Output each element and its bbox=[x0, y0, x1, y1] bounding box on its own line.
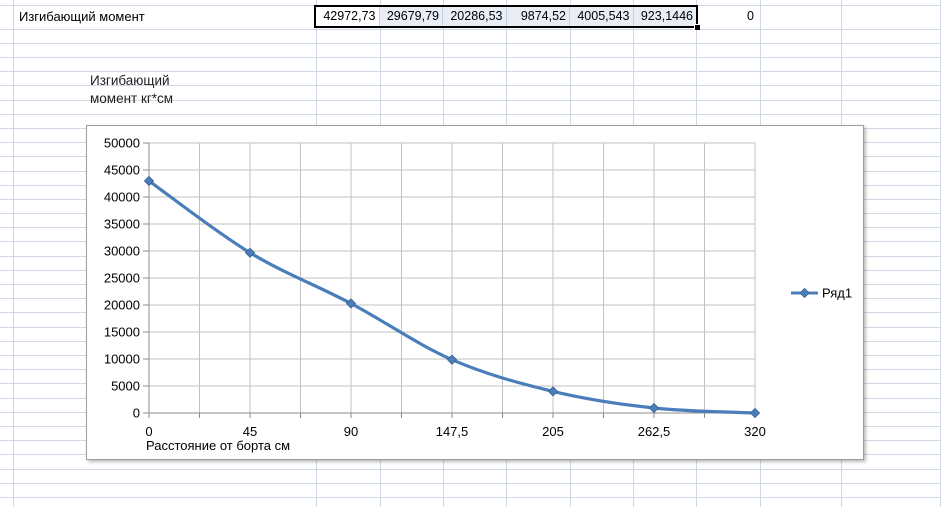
selected-cell[interactable]: 923,1446 bbox=[632, 7, 696, 26]
y-axis-tick-label: 45000 bbox=[104, 163, 140, 178]
y-axis-tick-label: 0 bbox=[133, 406, 140, 421]
x-axis-tick-label: 0 bbox=[145, 424, 152, 439]
y-axis-tick-label: 50000 bbox=[104, 136, 140, 151]
chart-caption: Изгибающий момент кг*см bbox=[90, 73, 174, 106]
data-point-marker bbox=[749, 407, 761, 419]
x-axis-tick-label: 45 bbox=[243, 424, 257, 439]
x-axis-tick-label: 90 bbox=[344, 424, 358, 439]
cell-trailing-zero[interactable]: 0 bbox=[747, 9, 754, 23]
selected-cell[interactable]: 29679,79 bbox=[378, 7, 442, 26]
y-axis-tick-label: 10000 bbox=[104, 352, 140, 367]
cell-row-label[interactable]: Изгибающий момент bbox=[19, 9, 145, 24]
selected-cell[interactable]: 4005,543 bbox=[569, 7, 633, 26]
x-axis-tick-label: 320 bbox=[744, 424, 766, 439]
line-chart: 0 5000 10000 15000 20000 25000 30000 35000 40000… bbox=[104, 136, 852, 454]
chart-area[interactable]: 0 5000 10000 15000 20000 25000 30000 35000 40000… bbox=[86, 125, 864, 460]
y-axis-tick-label: 35000 bbox=[104, 217, 140, 232]
y-axis-tick-label: 40000 bbox=[104, 190, 140, 205]
y-axis-tick-label: 5000 bbox=[111, 379, 140, 394]
y-axis-tick-label: 30000 bbox=[104, 244, 140, 259]
data-point-marker bbox=[547, 386, 559, 397]
selected-cell[interactable]: 9874,52 bbox=[505, 7, 569, 26]
data-point-marker bbox=[799, 287, 810, 299]
x-axis-tick-label: 147,5 bbox=[436, 424, 469, 439]
y-axis-tick-label: 20000 bbox=[104, 298, 140, 313]
y-axis-tick-label: 25000 bbox=[104, 271, 140, 286]
selected-cell-range[interactable]: 42972,73 29679,79 20286,53 9874,52 4005,543 9… bbox=[314, 5, 700, 30]
selected-cell[interactable]: 20286,53 bbox=[442, 7, 506, 26]
data-point-marker bbox=[345, 298, 357, 309]
data-point-marker bbox=[648, 402, 660, 414]
data-point-marker bbox=[143, 175, 155, 187]
x-axis-title: Расстояние от борта см bbox=[146, 438, 290, 453]
y-axis-tick-label: 15000 bbox=[104, 325, 140, 340]
x-axis-tick-label: 205 bbox=[542, 424, 564, 439]
x-axis-tick-label: 262,5 bbox=[638, 424, 671, 439]
selected-cell[interactable]: 42972,73 bbox=[316, 7, 379, 26]
selection-fill-handle[interactable] bbox=[694, 24, 700, 30]
data-point-marker bbox=[446, 354, 458, 365]
legend-series-label[interactable]: Ряд1 bbox=[822, 286, 852, 301]
data-point-marker bbox=[244, 247, 256, 258]
